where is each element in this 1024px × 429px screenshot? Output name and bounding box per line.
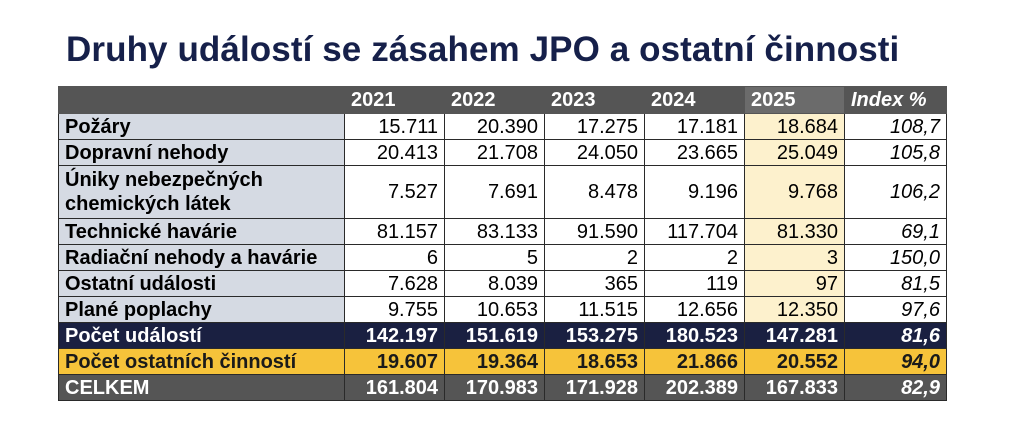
header-year-2021: 2021 <box>344 86 445 114</box>
cell-value: 11.515 <box>544 296 645 323</box>
cell-value: 2 <box>544 244 645 271</box>
events-table: 2021 2022 2023 2024 2025 Index % Požáry … <box>58 86 947 401</box>
cell-value: 15.711 <box>344 113 445 140</box>
cell-value: 21.866 <box>644 348 745 375</box>
cell-value: 180.523 <box>644 322 745 349</box>
cell-value-2025: 3 <box>744 244 845 271</box>
cell-value: 9.196 <box>644 165 745 219</box>
cell-value: 23.665 <box>644 139 745 166</box>
cell-index: 108,7 <box>844 113 947 140</box>
table-row: Úniky nebezpečných chemických látek 7.52… <box>58 165 947 219</box>
cell-value: 117.704 <box>644 218 745 245</box>
row-label: Počet ostatních činností <box>58 348 345 375</box>
row-label: Plané poplachy <box>58 296 345 323</box>
cell-value-2025: 25.049 <box>744 139 845 166</box>
header-year-2022: 2022 <box>444 86 545 114</box>
cell-value: 151.619 <box>444 322 545 349</box>
row-label: Dopravní nehody <box>58 139 345 166</box>
cell-value: 8.039 <box>444 270 545 297</box>
table-row: Radiační nehody a havárie 6 5 2 2 3 150,… <box>58 244 947 271</box>
table-row: Požáry 15.711 20.390 17.275 17.181 18.68… <box>58 113 947 140</box>
table-row: Technické havárie 81.157 83.133 91.590 1… <box>58 218 947 245</box>
cell-value: 170.983 <box>444 374 545 401</box>
table-header-row: 2021 2022 2023 2024 2025 Index % <box>58 86 947 114</box>
row-label: Radiační nehody a havárie <box>58 244 345 271</box>
cell-value: 142.197 <box>344 322 445 349</box>
cell-value: 7.527 <box>344 165 445 219</box>
cell-index: 106,2 <box>844 165 947 219</box>
cell-value: 171.928 <box>544 374 645 401</box>
row-label: Ostatní události <box>58 270 345 297</box>
cell-value: 17.275 <box>544 113 645 140</box>
summary-row-other: Počet ostatních činností 19.607 19.364 1… <box>58 348 947 375</box>
header-year-2025: 2025 <box>744 86 845 114</box>
cell-index: 94,0 <box>844 348 947 375</box>
row-label: Počet událostí <box>58 322 345 349</box>
cell-value: 7.691 <box>444 165 545 219</box>
header-index: Index % <box>844 86 947 114</box>
cell-value: 91.590 <box>544 218 645 245</box>
cell-value: 9.755 <box>344 296 445 323</box>
cell-value: 2 <box>644 244 745 271</box>
cell-value: 24.050 <box>544 139 645 166</box>
cell-value: 21.708 <box>444 139 545 166</box>
cell-value-2025: 167.833 <box>744 374 845 401</box>
cell-index: 97,6 <box>844 296 947 323</box>
cell-value: 12.656 <box>644 296 745 323</box>
cell-index: 82,9 <box>844 374 947 401</box>
cell-value: 83.133 <box>444 218 545 245</box>
cell-index: 150,0 <box>844 244 947 271</box>
cell-value-2025: 81.330 <box>744 218 845 245</box>
cell-value: 18.653 <box>544 348 645 375</box>
row-label: Požáry <box>58 113 345 140</box>
cell-value-2025: 18.684 <box>744 113 845 140</box>
summary-row-total: CELKEM 161.804 170.983 171.928 202.389 1… <box>58 374 947 401</box>
table-row: Dopravní nehody 20.413 21.708 24.050 23.… <box>58 139 947 166</box>
cell-index: 81,5 <box>844 270 947 297</box>
table-row: Ostatní události 7.628 8.039 365 119 97 … <box>58 270 947 297</box>
cell-value: 365 <box>544 270 645 297</box>
cell-index: 69,1 <box>844 218 947 245</box>
header-year-2023: 2023 <box>544 86 645 114</box>
cell-value-2025: 12.350 <box>744 296 845 323</box>
cell-value: 19.607 <box>344 348 445 375</box>
cell-value: 119 <box>644 270 745 297</box>
cell-value: 19.364 <box>444 348 545 375</box>
cell-value: 8.478 <box>544 165 645 219</box>
cell-value: 7.628 <box>344 270 445 297</box>
cell-value-2025: 20.552 <box>744 348 845 375</box>
cell-value: 81.157 <box>344 218 445 245</box>
table-row: Plané poplachy 9.755 10.653 11.515 12.65… <box>58 296 947 323</box>
cell-value: 202.389 <box>644 374 745 401</box>
summary-row-events: Počet událostí 142.197 151.619 153.275 1… <box>58 322 947 349</box>
cell-value-2025: 9.768 <box>744 165 845 219</box>
cell-index: 81,6 <box>844 322 947 349</box>
cell-value: 153.275 <box>544 322 645 349</box>
row-label: Technické havárie <box>58 218 345 245</box>
cell-value: 161.804 <box>344 374 445 401</box>
header-label-column <box>58 86 345 114</box>
header-year-2024: 2024 <box>644 86 745 114</box>
cell-value-2025: 147.281 <box>744 322 845 349</box>
cell-value: 6 <box>344 244 445 271</box>
cell-index: 105,8 <box>844 139 947 166</box>
cell-value: 10.653 <box>444 296 545 323</box>
cell-value-2025: 97 <box>744 270 845 297</box>
row-label: CELKEM <box>58 374 345 401</box>
cell-value: 17.181 <box>644 113 745 140</box>
cell-value: 20.413 <box>344 139 445 166</box>
row-label: Úniky nebezpečných chemických látek <box>58 165 345 219</box>
cell-value: 20.390 <box>444 113 545 140</box>
page-title: Druhy událostí se zásahem JPO a ostatní … <box>66 30 900 69</box>
cell-value: 5 <box>444 244 545 271</box>
